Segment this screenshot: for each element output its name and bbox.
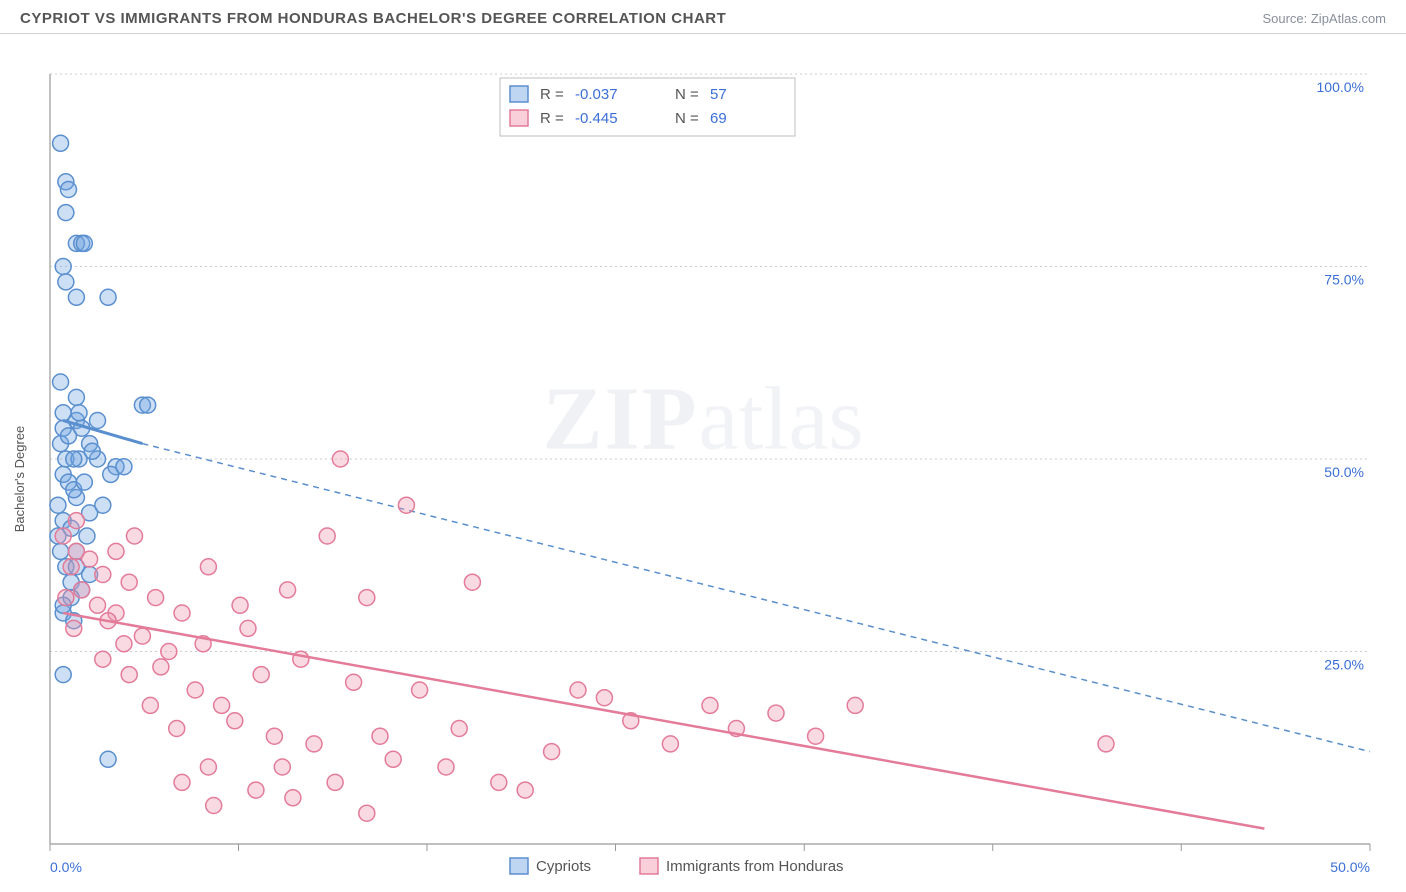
svg-text:N =: N = (675, 86, 699, 103)
svg-text:50.0%: 50.0% (1330, 859, 1370, 875)
svg-text:-0.037: -0.037 (575, 86, 618, 103)
svg-text:0.0%: 0.0% (50, 859, 82, 875)
svg-text:100.0%: 100.0% (1317, 79, 1364, 95)
svg-text:Cypriots: Cypriots (536, 858, 591, 875)
svg-text:-0.445: -0.445 (575, 110, 618, 127)
svg-text:R =: R = (540, 110, 564, 127)
svg-text:25.0%: 25.0% (1324, 657, 1364, 673)
svg-text:57: 57 (710, 86, 727, 103)
svg-text:75.0%: 75.0% (1324, 272, 1364, 288)
chart-area: ZIPatlas 25.0%50.0%75.0%100.0%0.0%50.0%B… (0, 34, 1406, 890)
svg-text:Bachelor's Degree: Bachelor's Degree (12, 426, 27, 533)
source-label: Source: ZipAtlas.com (1262, 11, 1386, 26)
svg-text:Immigrants from Honduras: Immigrants from Honduras (666, 858, 844, 875)
scatter-chart: 25.0% 50.0% 75.0% 100.0% 0.0% 50.0% Bachelor's… (0, 34, 1406, 890)
svg-text:69: 69 (710, 110, 727, 127)
svg-text:N =: N = (675, 110, 699, 127)
svg-text:R =: R = (540, 86, 564, 103)
svg-text:50.0%: 50.0% (1324, 464, 1364, 480)
chart-title: CYPRIOT VS IMMIGRANTS FROM HONDURAS BACH… (20, 10, 726, 27)
